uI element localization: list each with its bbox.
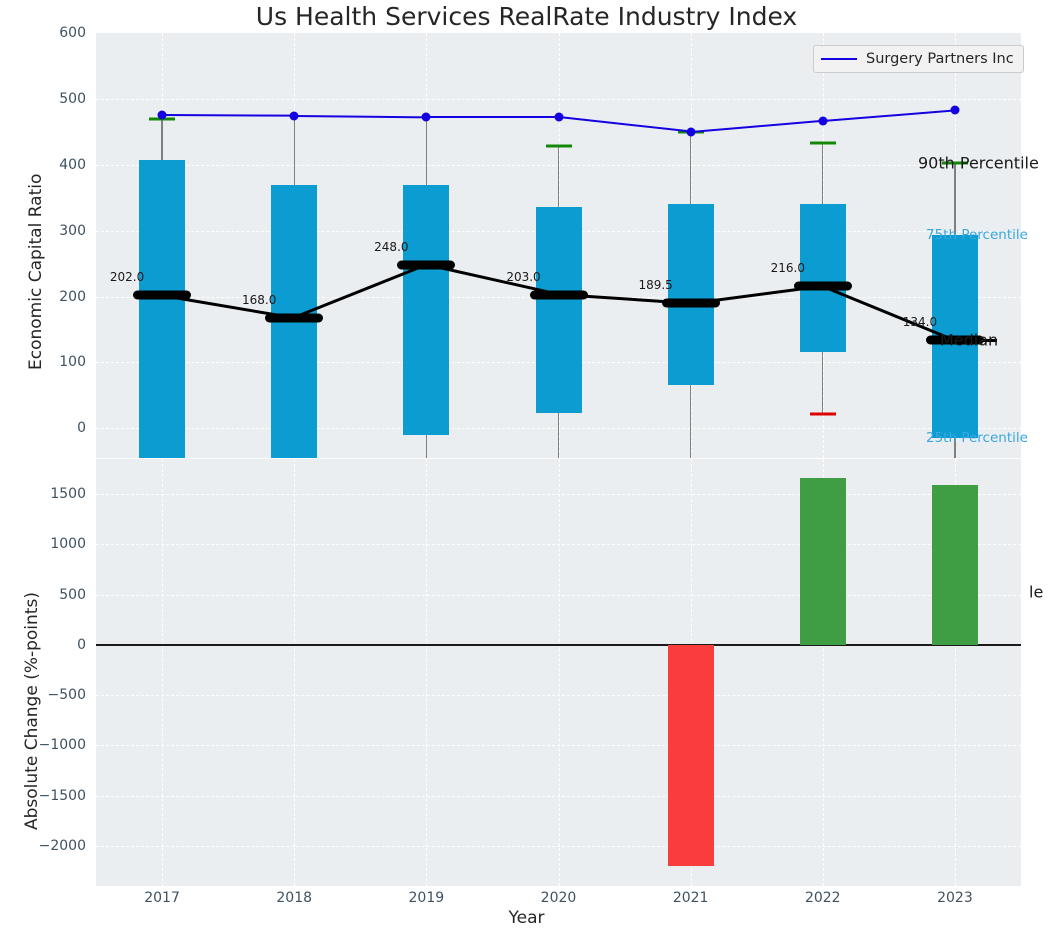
p10-marker [809,412,836,416]
p90-marker [545,144,572,148]
x-axis-tick-label: 2018 [276,890,313,906]
chart-legend: Surgery Partners Inc [813,45,1024,73]
y-axis-tick-label: −500 [47,687,86,704]
series-data-point [421,112,431,122]
median-marker [793,281,852,291]
y-axis-tick-label: 600 [59,25,86,41]
y-axis-tick-label: 500 [59,90,86,107]
annotation-90th-percentile: 90th Percentile [918,153,1039,173]
annotation-clipped: le [1029,582,1044,602]
gridline-vertical [822,459,824,886]
y-axis-tick-label: −2000 [38,837,86,854]
x-axis-tick-label: 2019 [408,890,445,906]
p90-marker [809,141,836,145]
annotation-median: Median [940,330,999,350]
gridline-vertical [954,459,956,886]
iqr-box [799,204,846,352]
iqr-box [667,204,714,385]
median-value-label: 134.0 [902,315,938,330]
series-data-point [818,116,828,126]
zero-baseline [96,644,1021,646]
x-axis-tick-label: 2023 [937,890,973,906]
median-marker [925,335,984,345]
y-axis-tick-label: 400 [59,156,86,173]
y-axis-tick-label: 0 [77,420,86,437]
series-data-point [554,112,563,122]
series-data-point [950,105,960,115]
change-bar [931,485,978,645]
median-value-label: 202.0 [109,270,145,285]
median-marker [265,313,324,323]
gridline-vertical [558,459,560,886]
median-marker [661,298,720,308]
x-axis-tick-label: 2017 [144,890,180,906]
legend-label: Surgery Partners Inc [866,51,1014,67]
change-bar [667,644,714,866]
p90-marker [941,161,968,165]
median-marker [397,260,456,270]
x-axis-label: Year [508,908,545,928]
median-value-label: 216.0 [770,261,805,276]
y-axis-tick-label: 1000 [50,536,86,553]
series-line-segment [426,116,559,119]
median-value-label: 189.5 [638,278,673,293]
gridline-vertical [294,459,296,886]
median-value-label: 203.0 [506,269,541,284]
change-bar [799,478,846,645]
series-data-point [157,110,167,120]
y-axis-tick-label: 500 [59,586,86,603]
annotation-75th-percentile: 75th Percentile [926,226,1028,243]
legend-line-swatch [821,57,857,61]
annotation-25th-percentile: 25th Percentile [926,430,1028,447]
gridline-vertical [162,459,164,886]
y-axis-tick-label: 100 [59,354,86,371]
y-axis-tick-label: 200 [59,288,86,305]
x-axis-tick-label: 2021 [672,890,709,906]
x-axis-tick-label: 2020 [540,890,577,906]
series-data-point [686,127,696,137]
y-axis-tick-label: 1500 [50,486,86,503]
gridline-vertical [426,459,428,886]
iqr-box [403,184,450,435]
y-axis-tick-label: −1500 [38,787,86,804]
median-value-label: 168.0 [242,292,277,307]
series-data-point [289,111,299,121]
chart-title: Us Health Services RealRate Industry Ind… [255,2,798,31]
iqr-box [535,206,582,413]
x-axis-tick-label: 2022 [804,890,841,906]
y-axis-tick-label: 300 [59,222,86,239]
iqr-box [139,160,186,458]
median-value-label: 248.0 [374,239,409,254]
median-marker [133,290,192,300]
median-marker [529,290,588,300]
y-axis-tick-label: 0 [77,636,86,653]
y-axis-tick-label: −1000 [38,737,86,754]
y-axis-label-top: Economic Capital Ratio [26,173,46,370]
